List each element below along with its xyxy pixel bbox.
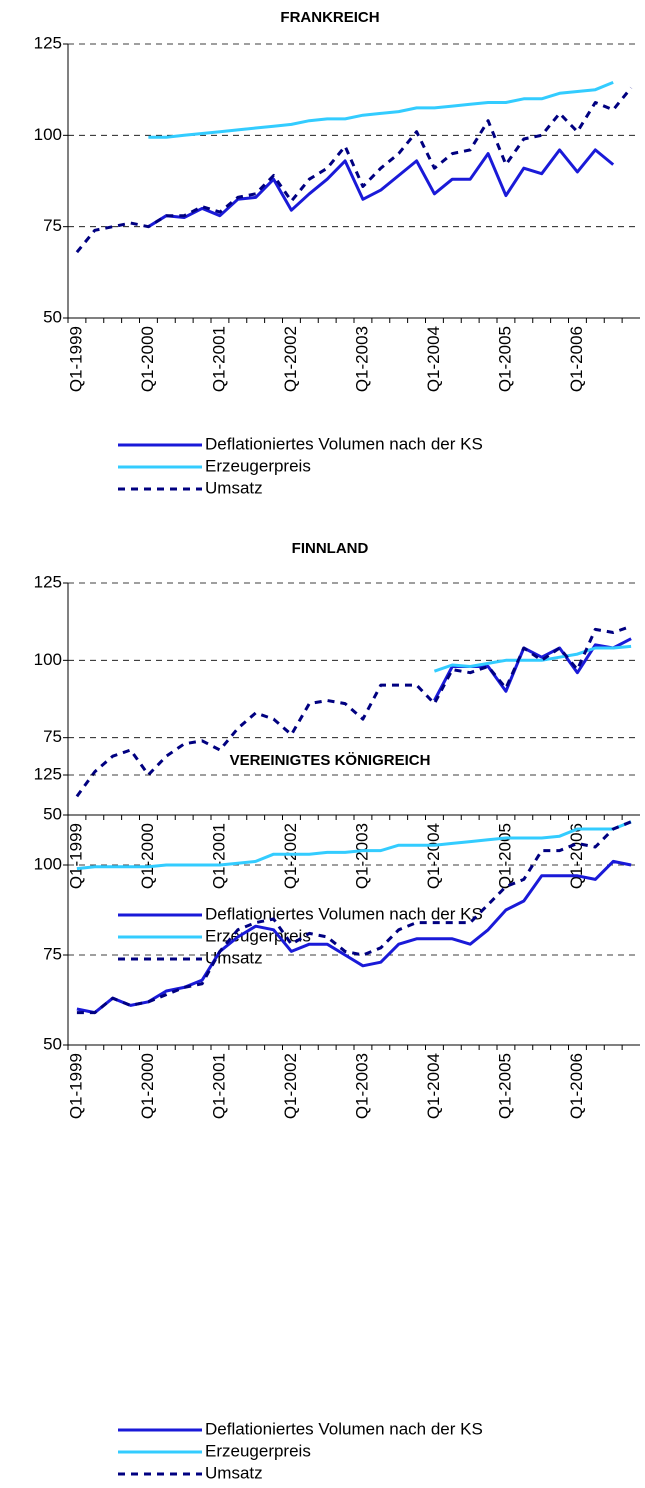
series-line: [76, 820, 632, 1015]
y-tick-label: 50: [43, 804, 62, 823]
x-tick-label: Q1-2001: [209, 823, 228, 889]
y-tick-label: 100: [34, 854, 62, 873]
y-tick-label: 75: [43, 727, 62, 746]
y-tick-label: 100: [34, 125, 62, 144]
x-tick-label: Q1-2006: [567, 1053, 586, 1119]
x-tick-label: Q1-1999: [66, 1053, 85, 1119]
x-tick-label: Q1-2005: [495, 823, 514, 889]
x-tick-label: Q1-2000: [138, 823, 157, 889]
x-tick-label: Q1-2001: [209, 326, 228, 392]
legend-label: Erzeugerpreis: [205, 926, 311, 945]
legend-label: Umsatz: [205, 1463, 263, 1482]
y-tick-label: 75: [43, 944, 62, 963]
chart-title: VEREINIGTES KÖNIGREICH: [230, 752, 431, 769]
legend-label: Erzeugerpreis: [205, 456, 311, 475]
x-tick-label: Q1-2002: [281, 1053, 300, 1119]
x-tick-label: Q1-2004: [424, 1053, 443, 1119]
series-line: [433, 644, 632, 673]
series-line: [75, 624, 632, 798]
y-tick-label: 125: [34, 33, 62, 52]
y-tick-label: 75: [43, 216, 62, 235]
x-tick-label: Q1-2003: [352, 326, 371, 392]
legend-label: Deflationiertes Volumen nach der KS: [205, 434, 483, 453]
x-tick-label: Q1-2002: [281, 326, 300, 392]
x-tick-label: Q1-2004: [424, 326, 443, 392]
y-tick-label: 50: [43, 1034, 62, 1053]
legend-label: Deflationiertes Volumen nach der KS: [205, 1419, 483, 1438]
x-tick-label: Q1-2006: [567, 326, 586, 392]
x-tick-label: Q1-2000: [138, 326, 157, 392]
series-line: [76, 820, 632, 871]
legend-label: Erzeugerpreis: [205, 1441, 311, 1460]
x-tick-label: Q1-2006: [567, 823, 586, 889]
x-tick-label: Q1-2004: [424, 823, 443, 889]
x-tick-label: Q1-1999: [66, 823, 85, 889]
y-tick-label: 125: [34, 572, 62, 591]
chart-title: FRANKREICH: [280, 9, 379, 26]
x-tick-label: Q1-2003: [352, 1053, 371, 1119]
series-line: [75, 86, 633, 254]
series-line: [148, 81, 614, 139]
y-tick-label: 125: [34, 764, 62, 783]
y-tick-label: 100: [34, 650, 62, 669]
chart-title: FINNLAND: [292, 540, 369, 557]
x-tick-label: Q1-2003: [352, 823, 371, 889]
series-line: [147, 148, 615, 228]
series-line: [76, 859, 632, 1015]
legend-label: Umsatz: [205, 478, 263, 497]
x-tick-label: Q1-1999: [66, 326, 85, 392]
x-tick-label: Q1-2000: [138, 1053, 157, 1119]
x-tick-label: Q1-2002: [281, 823, 300, 889]
x-tick-label: Q1-2005: [495, 1053, 514, 1119]
x-tick-label: Q1-2001: [209, 1053, 228, 1119]
legend-label: Deflationiertes Volumen nach der KS: [205, 904, 483, 923]
y-tick-label: 50: [43, 307, 62, 326]
x-tick-label: Q1-2005: [495, 326, 514, 392]
